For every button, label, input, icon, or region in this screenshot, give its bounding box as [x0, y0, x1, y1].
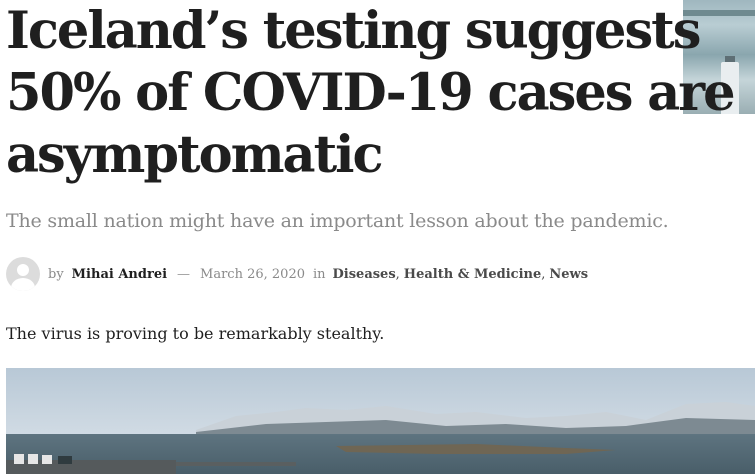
- article-lead-paragraph: The virus is proving to be remarkably st…: [6, 324, 385, 343]
- hero-landscape-illustration: [6, 368, 755, 474]
- meta-dash: —: [177, 266, 191, 282]
- thumbnail-lighthouse: [721, 62, 739, 114]
- article-hero-image: [6, 368, 755, 474]
- category-link-news[interactable]: News: [549, 266, 589, 282]
- harbor-tank: [14, 454, 24, 464]
- publish-date: March 26, 2020: [200, 266, 305, 282]
- thumbnail-lighthouse-top: [725, 56, 735, 64]
- harbor-building: [58, 456, 72, 464]
- article-title: Iceland’s testing suggests 50% of COVID-…: [6, 1, 736, 185]
- article-subtitle: The small nation might have an important…: [6, 210, 669, 232]
- harbor-tank: [28, 454, 38, 464]
- author-link[interactable]: Mihai Andrei: [71, 266, 168, 282]
- sidebar-thumbnail-image[interactable]: [683, 0, 755, 114]
- island: [336, 444, 616, 454]
- breakwater: [176, 462, 296, 466]
- mountain-base: [196, 418, 755, 438]
- category-link-health-medicine[interactable]: Health & Medicine: [403, 266, 542, 282]
- category-separator: ,: [395, 266, 400, 282]
- harbor-tank: [42, 455, 52, 464]
- by-label: by: [48, 266, 64, 282]
- in-label: in: [312, 266, 326, 282]
- category-separator: ,: [541, 266, 546, 282]
- article-meta: by Mihai Andrei — March 26, 2020 in Dise…: [6, 256, 746, 292]
- category-link-diseases[interactable]: Diseases: [332, 266, 396, 282]
- user-avatar-icon[interactable]: [6, 257, 40, 291]
- thumbnail-shoreline: [683, 10, 755, 16]
